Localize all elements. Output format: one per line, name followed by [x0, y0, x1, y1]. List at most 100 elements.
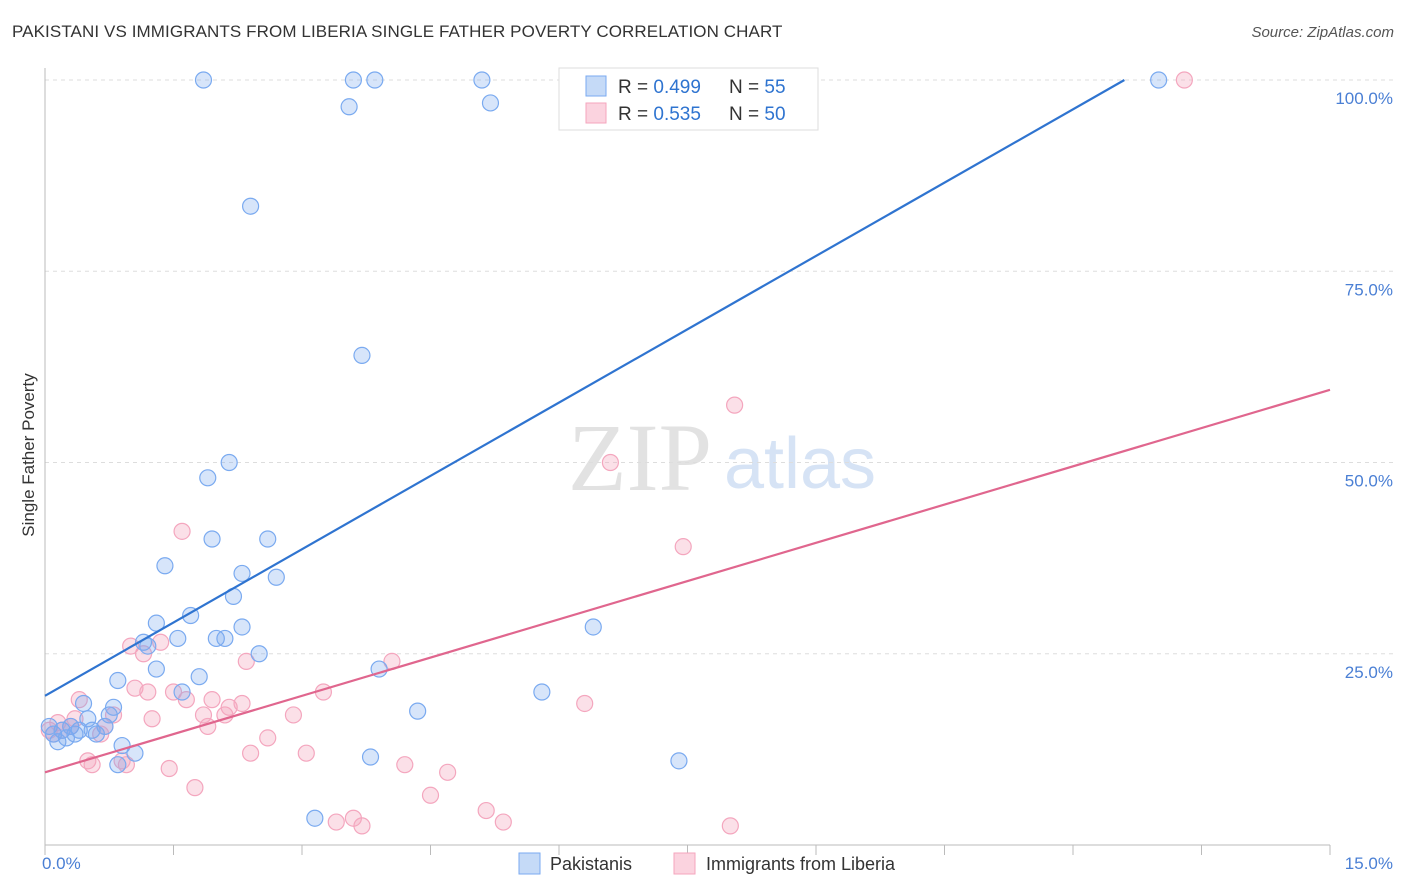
- svg-text:R = 0.535: R = 0.535: [618, 104, 701, 125]
- stats-n-value-1: 55: [764, 77, 785, 98]
- pakistanis-point: [267, 568, 285, 586]
- pakistanis-point: [250, 645, 268, 663]
- liberia-point: [421, 786, 440, 804]
- pakistanis-point: [109, 756, 127, 774]
- pakistanis-point: [173, 683, 191, 701]
- liberia-point: [83, 756, 101, 774]
- liberia-point: [1175, 71, 1193, 89]
- svg-text:N = 55: N = 55: [729, 77, 786, 98]
- watermark-zip: ZIP: [568, 404, 712, 511]
- pakistanis-point: [306, 809, 324, 827]
- pakistanis-point: [220, 453, 238, 472]
- liberia-point: [327, 813, 345, 831]
- pakistanis-point: [533, 683, 551, 701]
- pakistanis-point: [233, 564, 251, 583]
- pakistanis-point: [156, 557, 174, 575]
- y-tick-label-50: 50.0%: [1345, 472, 1393, 491]
- y-tick-label-25: 25.0%: [1345, 663, 1393, 682]
- pakistanis-trend-line: [44, 79, 1125, 697]
- stats-r-value-2: 0.535: [653, 104, 701, 125]
- pakistanis-point: [409, 702, 427, 720]
- x-tick-label-min: 0.0%: [42, 854, 81, 873]
- stats-swatch-liberia: [585, 102, 607, 124]
- stats-legend: R = 0.499 N = 55 R = 0.535 N = 50: [558, 67, 819, 131]
- stats-n-value-2: 50: [764, 104, 785, 125]
- liberia-point: [242, 744, 260, 762]
- liberia-point: [126, 679, 144, 697]
- pakistanis-point: [233, 618, 251, 636]
- liberia-point: [601, 453, 620, 472]
- stats-n-label-1: N =: [729, 77, 764, 98]
- liberia-point: [237, 652, 255, 671]
- liberia-point: [284, 706, 303, 724]
- legend-swatch-pakistanis: [518, 852, 541, 875]
- trend-lines: [44, 79, 1331, 774]
- pakistanis-point: [1150, 71, 1168, 89]
- liberia-trend-line: [44, 388, 1331, 774]
- watermark-atlas: atlas: [724, 424, 876, 504]
- y-tick-label-100: 100.0%: [1335, 89, 1393, 108]
- liberia-point: [494, 813, 512, 831]
- svg-text:R = 0.499: R = 0.499: [618, 77, 701, 98]
- pakistanis-point: [190, 668, 208, 686]
- y-tick-labels: 100.0% 75.0% 50.0% 25.0%: [1335, 89, 1393, 682]
- liberia-point: [160, 759, 178, 778]
- svg-text:N = 50: N = 50: [729, 104, 786, 125]
- liberia-point: [186, 779, 204, 797]
- stats-r-label-2: R =: [618, 104, 653, 125]
- stats-n-label-2: N =: [729, 104, 764, 125]
- pakistanis-point: [473, 71, 491, 89]
- liberia-point: [297, 744, 315, 762]
- liberia-point: [576, 694, 594, 713]
- liberia-point: [721, 817, 739, 835]
- x-tick-label-max: 15.0%: [1345, 854, 1393, 873]
- pakistanis-point: [199, 469, 217, 487]
- pakistanis-point: [147, 660, 165, 678]
- liberia-point: [353, 817, 371, 835]
- liberia-point: [173, 522, 191, 540]
- legend-label-liberia: Immigrants from Liberia: [706, 854, 896, 874]
- chart-title: PAKISTANI VS IMMIGRANTS FROM LIBERIA SIN…: [12, 22, 783, 41]
- liberia-point: [674, 538, 692, 556]
- pakistanis-point: [109, 671, 127, 690]
- pakistanis-point: [169, 629, 187, 648]
- liberia-point: [203, 691, 221, 709]
- y-axis-title: Single Father Poverty: [19, 373, 38, 537]
- stats-r-label-1: R =: [618, 77, 653, 98]
- stats-swatch-pakistanis: [585, 75, 607, 97]
- legend-swatch-liberia: [673, 852, 696, 875]
- stats-r-value-1: 0.499: [653, 77, 701, 98]
- series-liberia-points: [40, 71, 1193, 835]
- source-credit: Source: ZipAtlas.com: [1251, 24, 1394, 41]
- pakistanis-point: [344, 71, 362, 89]
- pakistanis-point: [366, 71, 384, 89]
- liberia-point: [439, 763, 457, 781]
- pakistanis-point: [104, 698, 123, 716]
- pakistanis-point: [481, 94, 500, 112]
- liberia-point: [152, 633, 170, 651]
- pakistanis-point: [670, 752, 688, 770]
- liberia-point: [726, 396, 744, 414]
- pakistanis-point: [203, 530, 221, 548]
- pakistanis-point: [74, 694, 93, 713]
- pakistanis-point: [70, 721, 88, 739]
- y-tick-label-75: 75.0%: [1345, 280, 1393, 299]
- pakistanis-point: [216, 629, 234, 648]
- pakistanis-point: [259, 530, 277, 548]
- liberia-point: [139, 683, 157, 701]
- pakistanis-point: [340, 98, 358, 116]
- liberia-point: [477, 801, 495, 820]
- liberia-point: [220, 698, 238, 716]
- pakistanis-point: [242, 197, 260, 215]
- series-pakistanis-points: [40, 71, 1168, 827]
- pakistanis-point: [353, 346, 371, 364]
- liberia-point: [396, 756, 414, 774]
- pakistanis-point: [194, 71, 213, 89]
- liberia-point: [259, 729, 277, 747]
- liberia-point: [143, 710, 161, 728]
- bottom-legend: Pakistanis Immigrants from Liberia: [518, 852, 896, 875]
- pakistanis-point: [361, 748, 380, 766]
- liberia-point: [233, 694, 251, 713]
- pakistanis-point: [584, 618, 602, 636]
